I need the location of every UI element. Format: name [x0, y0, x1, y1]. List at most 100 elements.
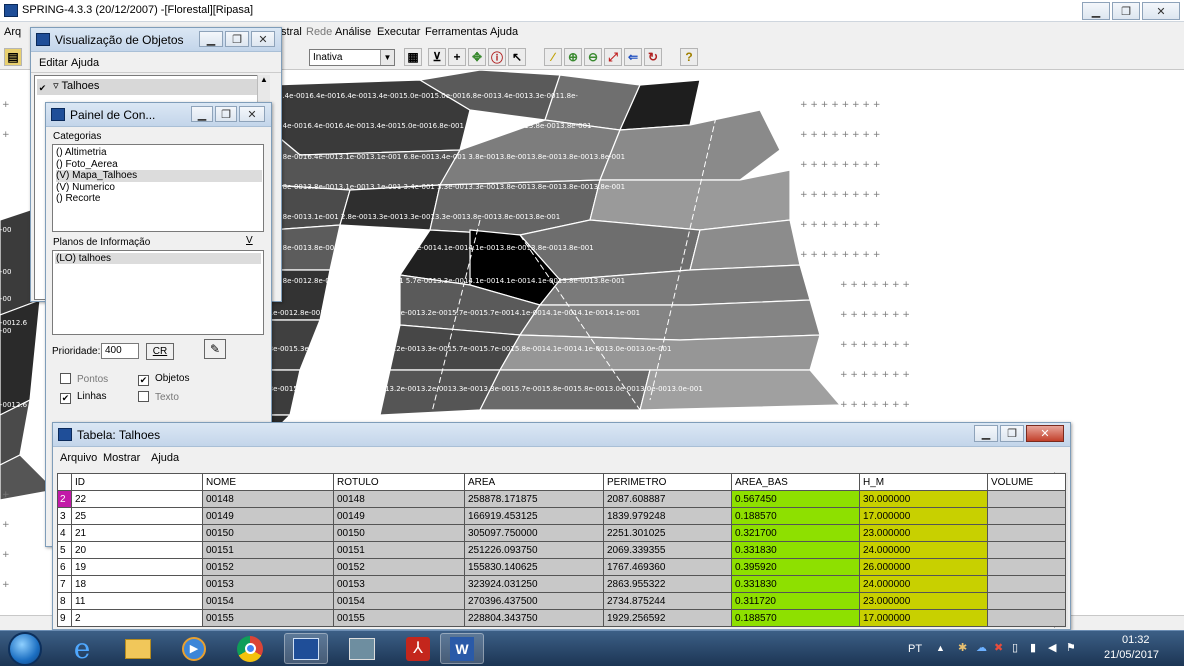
perimetro-cell[interactable]: 2734.875244 [603, 592, 732, 610]
column-header[interactable]: ID [71, 473, 203, 491]
checkbox-linhas[interactable]: ✔ [60, 393, 71, 404]
id-cell[interactable]: 21 [71, 524, 203, 542]
menu-analise[interactable]: Análise [335, 26, 372, 38]
painel-minimize-button[interactable]: ▁ [191, 106, 213, 122]
tabela-menu-ajuda[interactable]: Ajuda [151, 452, 180, 464]
table-row[interactable]: 5 20 00151 00151 251226.093750 2069.339355 0.3… [57, 541, 1066, 559]
nome-cell[interactable]: 00148 [202, 490, 334, 508]
nome-cell[interactable]: 00153 [202, 575, 334, 593]
h-m-cell[interactable]: 17.000000 [859, 507, 988, 525]
zoom-out-tool-icon[interactable]: ⊖ [584, 48, 602, 66]
tabela-menu-arquivo[interactable]: Arquivo [60, 452, 98, 464]
area-cell[interactable]: 258878.171875 [464, 490, 604, 508]
check-objetos[interactable]: ✔ Objetos [138, 373, 189, 386]
zoom-in-tool-icon[interactable]: + [448, 48, 466, 66]
area-bas-cell[interactable]: 0.311720 [731, 592, 860, 610]
tabela-minimize-button[interactable]: ▁ [974, 425, 998, 442]
area-bas-cell[interactable]: 0.331830 [731, 575, 860, 593]
plano-item[interactable]: (LO) talhoes [55, 253, 261, 264]
menu-cadastral[interactable]: stral [281, 26, 302, 38]
main-minimize-button[interactable]: ▁ [1082, 2, 1110, 20]
menu-executar[interactable]: Executar [377, 26, 421, 38]
show-hidden-icons-icon[interactable]: ▲ [936, 643, 945, 653]
column-header[interactable]: AREA_BAS [731, 473, 860, 491]
acrobat-icon[interactable]: ⅄ [396, 633, 440, 664]
menu-rede[interactable]: Rede [306, 26, 333, 38]
volume-cell[interactable] [987, 592, 1066, 610]
viz-menu-editar[interactable]: Editar [39, 57, 68, 69]
back-tool-icon[interactable]: ⇐ [624, 48, 642, 66]
menu-ferramentas[interactable]: Ferramentas [425, 26, 488, 38]
area-cell[interactable]: 270396.437500 [464, 592, 604, 610]
clock-date[interactable]: 21/05/2017 [1104, 649, 1160, 661]
h-m-cell[interactable]: 26.000000 [859, 558, 988, 576]
volume-cell[interactable] [987, 507, 1066, 525]
nome-cell[interactable]: 00155 [202, 609, 334, 627]
area-bas-cell[interactable]: 0.395920 [731, 558, 860, 576]
spring-taskbar-icon[interactable] [284, 633, 328, 664]
perimetro-cell[interactable]: 1929.256592 [603, 609, 732, 627]
rotulo-cell[interactable]: 00154 [333, 592, 465, 610]
column-header[interactable]: NOME [202, 473, 334, 491]
row-number-cell[interactable]: 8 [57, 592, 72, 610]
info-tool-icon[interactable]: ⓘ [488, 48, 506, 66]
categoria-item[interactable]: () Foto_Aerea [56, 158, 118, 170]
main-close-button[interactable]: ✕ [1142, 2, 1180, 20]
menu-ajuda[interactable]: Ajuda [490, 26, 519, 38]
area-bas-cell[interactable]: 0.188570 [731, 507, 860, 525]
rotulo-cell[interactable]: 00152 [333, 558, 465, 576]
cloud-tray-icon[interactable]: ☁ [976, 642, 987, 654]
tabela-titlebar[interactable]: Tabela: Talhoes ▁ ❐ ✕ [53, 423, 1070, 447]
id-cell[interactable]: 20 [71, 541, 203, 559]
h-m-cell[interactable]: 30.000000 [859, 490, 988, 508]
volume-cell[interactable] [987, 541, 1066, 559]
table-row[interactable]: 7 18 00153 00153 323924.031250 2863.955322 0.3… [57, 575, 1066, 593]
nome-cell[interactable]: 00152 [202, 558, 334, 576]
area-cell[interactable]: 305097.750000 [464, 524, 604, 542]
painel-maximize-button[interactable]: ❐ [215, 106, 237, 122]
nome-cell[interactable]: 00149 [202, 507, 334, 525]
security-tray-icon[interactable]: ✖ [994, 642, 1004, 654]
area-cell[interactable]: 155830.140625 [464, 558, 604, 576]
viz-maximize-button[interactable]: ❐ [225, 31, 249, 47]
volume-cell[interactable] [987, 558, 1066, 576]
tabela-menu-mostrar[interactable]: Mostrar [103, 452, 141, 464]
volume-cell[interactable] [987, 524, 1066, 542]
settings-tray-icon[interactable]: ✱ [958, 642, 968, 654]
area-bas-cell[interactable]: 0.567450 [731, 490, 860, 508]
perimetro-cell[interactable]: 1767.469360 [603, 558, 732, 576]
viz-objetos-titlebar[interactable]: Visualização de Objetos ▁ ❐ ✕ [31, 28, 281, 52]
check-texto[interactable]: Texto [138, 391, 179, 403]
check-pontos[interactable]: Pontos [60, 373, 108, 385]
row-number-cell[interactable]: 5 [57, 541, 72, 559]
id-cell[interactable]: 25 [71, 507, 203, 525]
volume-cell[interactable] [987, 609, 1066, 627]
area-bas-cell[interactable]: 0.321700 [731, 524, 860, 542]
row-number-cell[interactable]: 4 [57, 524, 72, 542]
viz-menu-ajuda[interactable]: Ajuda [71, 57, 100, 69]
area-cell[interactable]: 323924.031250 [464, 575, 604, 593]
help-tool-icon[interactable]: ? [680, 48, 698, 66]
viz-close-button[interactable]: ✕ [251, 31, 275, 47]
area-cell[interactable]: 228804.343750 [464, 609, 604, 627]
chrome-icon[interactable] [228, 633, 272, 664]
planos-visible-toggle[interactable]: V [246, 235, 253, 246]
nome-cell[interactable]: 00154 [202, 592, 334, 610]
column-header[interactable]: ROTULO [333, 473, 465, 491]
selection-tool-icon[interactable]: ⊻ [428, 48, 446, 66]
perimetro-cell[interactable]: 2251.301025 [603, 524, 732, 542]
row-number-cell[interactable]: 3 [57, 507, 72, 525]
edit-pencil-button[interactable]: ✎ [204, 339, 226, 359]
id-cell[interactable]: 11 [71, 592, 203, 610]
rotulo-cell[interactable]: 00151 [333, 541, 465, 559]
area-bas-cell[interactable]: 0.331830 [731, 541, 860, 559]
database-icon[interactable]: ▤ [4, 48, 22, 66]
id-cell[interactable]: 2 [71, 609, 203, 627]
action-center-flag-icon[interactable]: ⚑ [1066, 642, 1076, 654]
categoria-item[interactable]: () Altimetria [56, 147, 107, 158]
media-player-icon[interactable]: ▶ [172, 633, 216, 664]
file-explorer-icon[interactable] [116, 633, 160, 664]
mode-dropdown[interactable]: Inativa ▼ [309, 49, 395, 66]
ie-icon[interactable]: e [73, 632, 91, 665]
viz-object-item[interactable]: ✔ ▿ Talhoes [37, 79, 257, 95]
